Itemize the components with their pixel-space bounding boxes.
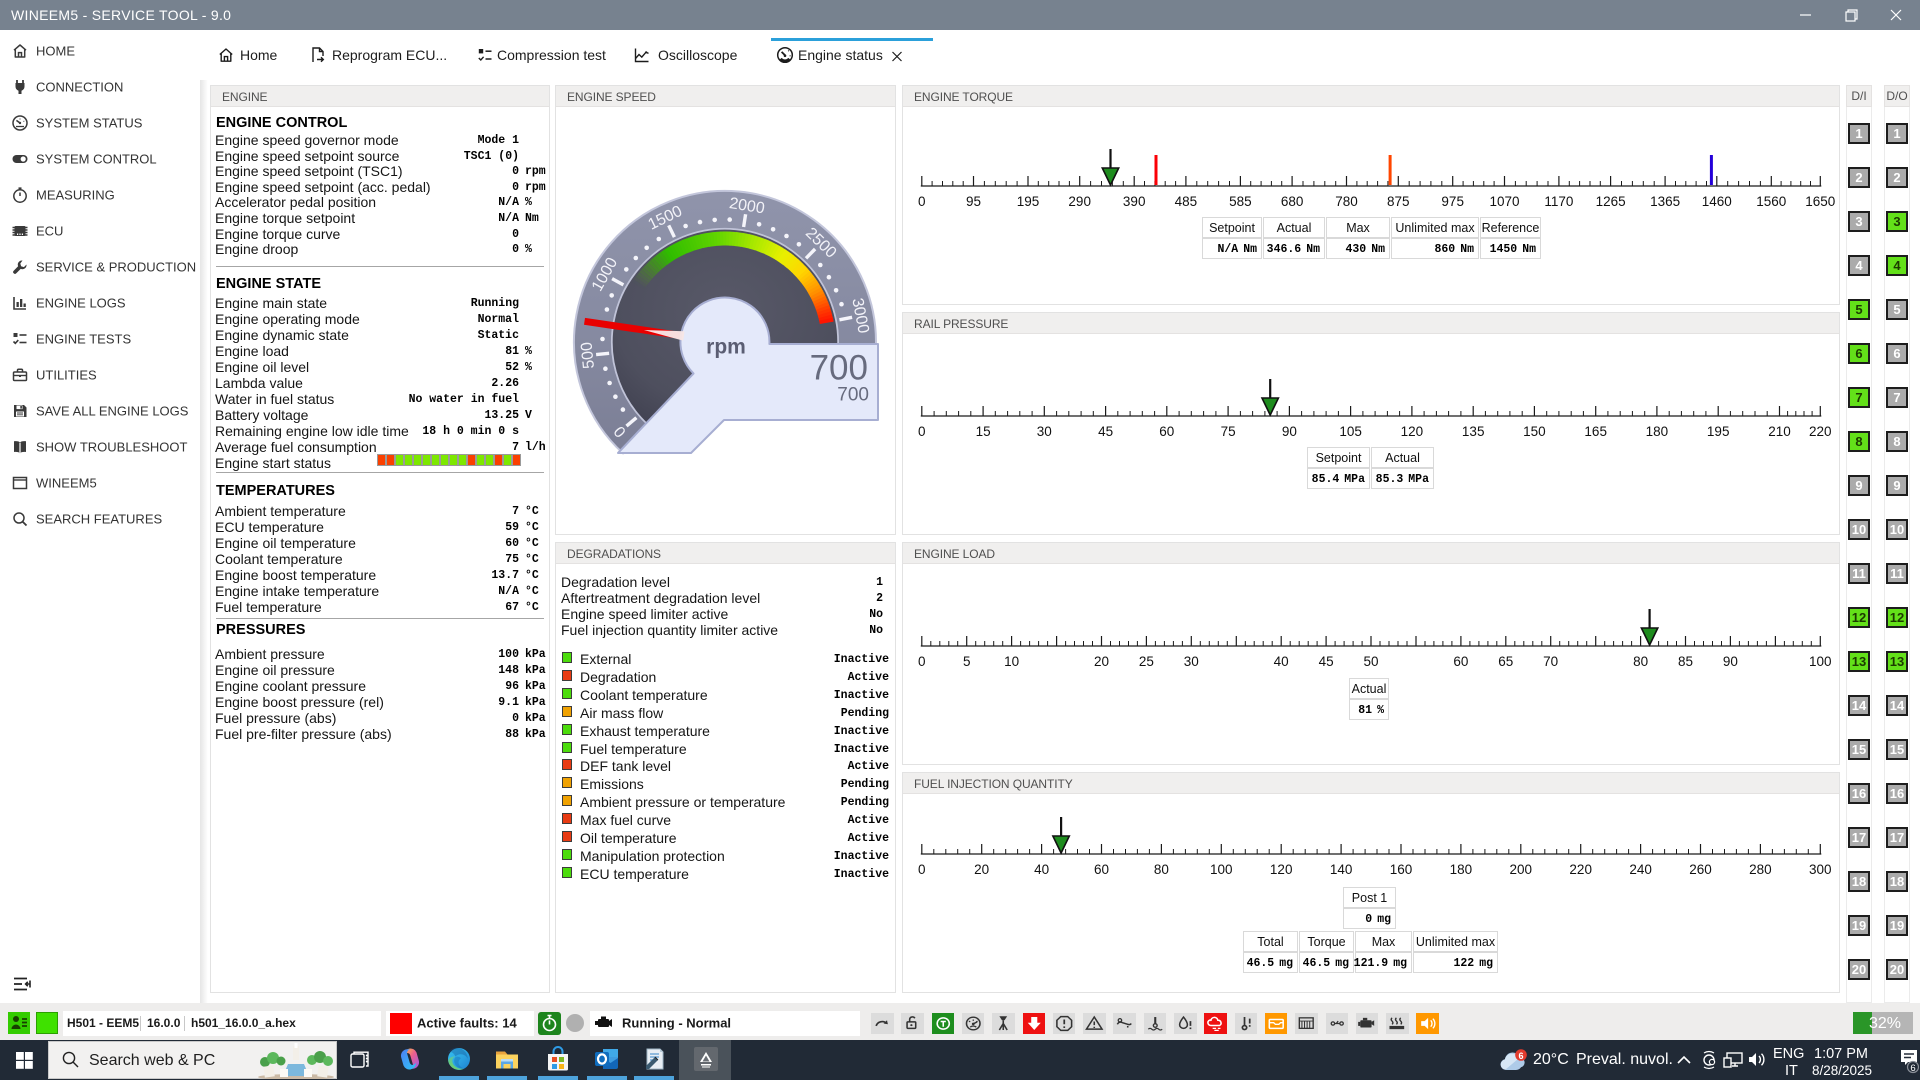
svg-text:6: 6 [1518,1051,1523,1061]
svg-text:85: 85 [1678,654,1693,669]
svg-text:20: 20 [974,862,989,877]
svg-text:700: 700 [837,385,869,406]
svg-text:95: 95 [966,194,981,209]
svg-text:40: 40 [1274,654,1289,669]
svg-text:210: 210 [1768,424,1791,439]
svg-text:120: 120 [1270,862,1293,877]
svg-text:10: 10 [1004,654,1019,669]
svg-text:0: 0 [918,194,926,209]
svg-text:80: 80 [1154,862,1169,877]
svg-text:1650: 1650 [1805,194,1835,209]
svg-text:0: 0 [918,424,926,439]
svg-text:485: 485 [1175,194,1198,209]
svg-text:195: 195 [1707,424,1730,439]
svg-text:200: 200 [1510,862,1533,877]
svg-text:50: 50 [1363,654,1378,669]
svg-text:240: 240 [1629,862,1652,877]
svg-text:1460: 1460 [1702,194,1732,209]
svg-text:875: 875 [1387,194,1410,209]
svg-text:260: 260 [1689,862,1712,877]
svg-text:140: 140 [1330,862,1353,877]
svg-text:75: 75 [1221,424,1236,439]
svg-text:3000: 3000 [848,297,871,335]
svg-text:30: 30 [1037,424,1052,439]
svg-text:585: 585 [1229,194,1252,209]
svg-text:780: 780 [1335,194,1358,209]
svg-text:120: 120 [1401,424,1424,439]
svg-text:15: 15 [976,424,991,439]
svg-text:1265: 1265 [1596,194,1626,209]
svg-text:680: 680 [1281,194,1304,209]
svg-text:25: 25 [1139,654,1154,669]
svg-text:2000: 2000 [728,195,766,217]
svg-text:220: 220 [1569,862,1592,877]
svg-text:45: 45 [1098,424,1113,439]
svg-text:700: 700 [810,349,868,388]
svg-text:65: 65 [1498,654,1513,669]
svg-text:0: 0 [918,862,926,877]
svg-text:90: 90 [1723,654,1738,669]
svg-text:220: 220 [1809,424,1832,439]
svg-text:160: 160 [1390,862,1413,877]
svg-text:45: 45 [1319,654,1334,669]
svg-text:80: 80 [1633,654,1648,669]
svg-text:300: 300 [1809,862,1832,877]
svg-text:180: 180 [1450,862,1473,877]
svg-text:6: 6 [1910,1063,1915,1074]
svg-text:180: 180 [1646,424,1669,439]
svg-text:0: 0 [918,654,926,669]
svg-text:100: 100 [1210,862,1233,877]
svg-text:195: 195 [1017,194,1040,209]
svg-text:500: 500 [578,341,598,369]
svg-text:975: 975 [1441,194,1464,209]
svg-text:rpm: rpm [706,336,746,359]
svg-text:70: 70 [1543,654,1558,669]
svg-text:150: 150 [1523,424,1546,439]
svg-text:280: 280 [1749,862,1772,877]
svg-text:1170: 1170 [1544,194,1573,209]
svg-text:290: 290 [1068,194,1091,209]
svg-text:20: 20 [1094,654,1109,669]
svg-text:60: 60 [1094,862,1109,877]
svg-text:100: 100 [1809,654,1832,669]
svg-text:40: 40 [1034,862,1049,877]
svg-text:90: 90 [1282,424,1297,439]
svg-text:1560: 1560 [1756,194,1786,209]
svg-text:30: 30 [1184,654,1199,669]
svg-text:60: 60 [1159,424,1174,439]
svg-text:60: 60 [1453,654,1468,669]
svg-text:135: 135 [1462,424,1485,439]
svg-text:5: 5 [963,654,971,669]
svg-text:105: 105 [1339,424,1362,439]
svg-text:1365: 1365 [1650,194,1680,209]
svg-text:165: 165 [1584,424,1607,439]
svg-text:1070: 1070 [1489,194,1519,209]
svg-text:390: 390 [1123,194,1146,209]
